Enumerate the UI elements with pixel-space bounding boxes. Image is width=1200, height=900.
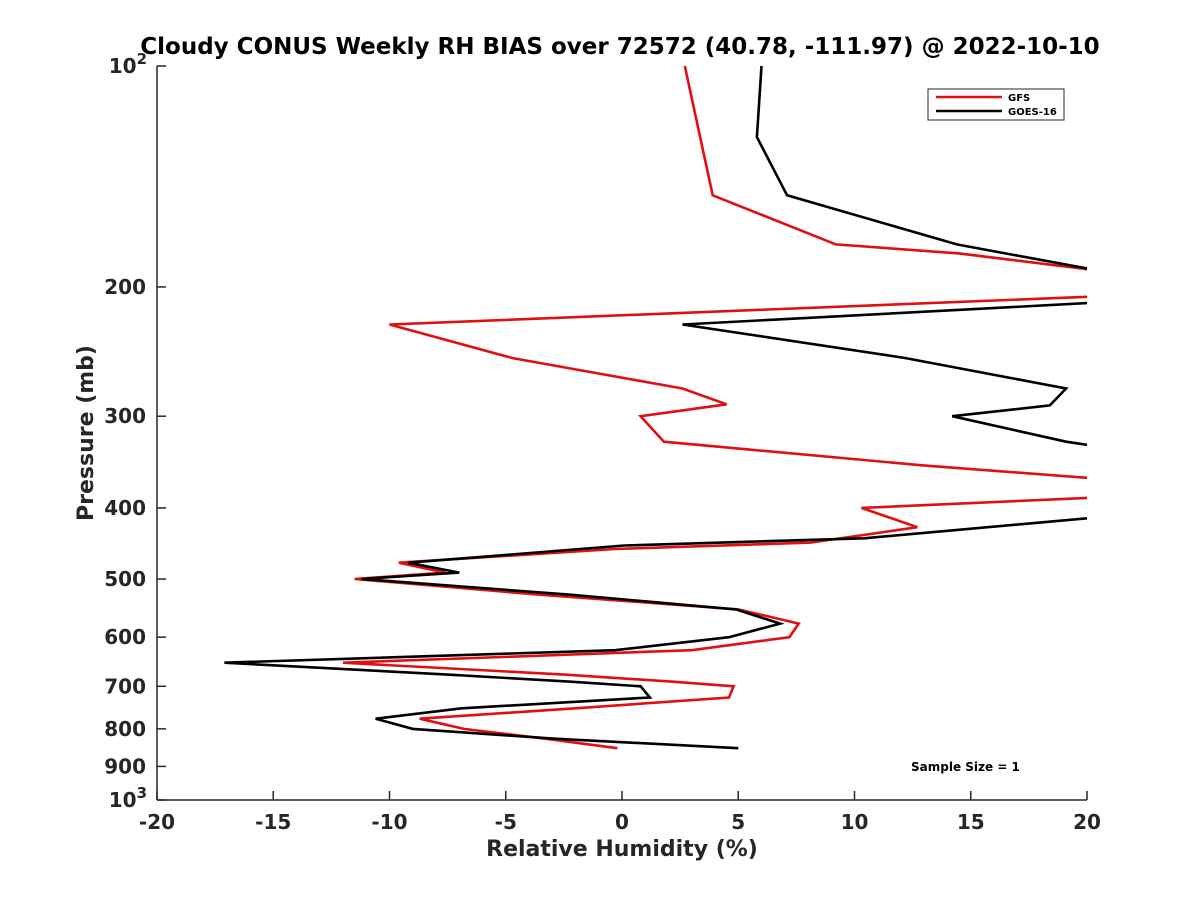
y-tick-label: 500 bbox=[104, 567, 146, 591]
series-line-goes16 bbox=[224, 65, 1087, 750]
x-tick-label: 10 bbox=[841, 810, 869, 834]
y-tick-label: 600 bbox=[104, 625, 146, 649]
y-tick-label: 102 bbox=[109, 50, 147, 78]
legend-label-goes16: GOES-16 bbox=[1008, 107, 1057, 118]
chart-title: Cloudy CONUS Weekly RH BIAS over 72572 (… bbox=[140, 34, 1099, 60]
series-line-gfs bbox=[342, 65, 1087, 750]
y-tick-label: 400 bbox=[104, 496, 146, 520]
y-tick-label: 800 bbox=[104, 717, 146, 741]
y-tick-label: 700 bbox=[104, 674, 146, 698]
y-tick-label: 103 bbox=[109, 784, 147, 812]
y-tick-label: 300 bbox=[104, 404, 146, 428]
series-layer bbox=[224, 65, 1087, 750]
x-axis-label: Relative Humidity (%) bbox=[486, 837, 758, 862]
y-tick-label: 900 bbox=[104, 754, 146, 778]
y-ticks: 102 200 300 400 500 600 700 800 900 103 bbox=[104, 50, 166, 812]
legend-label-gfs: GFS bbox=[1008, 93, 1030, 104]
x-tick-label: 15 bbox=[957, 810, 985, 834]
x-tick-label: 20 bbox=[1073, 810, 1101, 834]
sample-size-annotation: Sample Size = 1 bbox=[911, 760, 1020, 774]
x-tick-label: 5 bbox=[731, 810, 745, 834]
y-axis-label: Pressure (mb) bbox=[74, 345, 99, 521]
x-tick-label: -10 bbox=[371, 810, 407, 834]
legend: GFS GOES-16 bbox=[927, 88, 1065, 121]
x-ticks: -20 -15 -10 -5 0 5 10 15 20 bbox=[139, 791, 1101, 834]
x-tick-label: -20 bbox=[139, 810, 175, 834]
legend-box bbox=[927, 88, 1065, 121]
x-tick-label: -15 bbox=[255, 810, 291, 834]
y-tick-label: 200 bbox=[104, 275, 146, 299]
x-tick-label: -5 bbox=[495, 810, 517, 834]
x-tick-label: 0 bbox=[615, 810, 629, 834]
